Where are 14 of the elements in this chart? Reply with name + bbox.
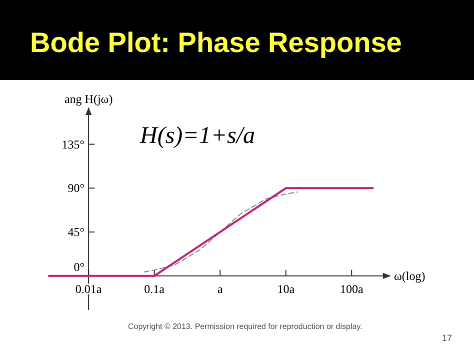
y-tick-label: 0° [74,260,85,274]
x-tick-label: a [217,282,224,296]
annotation: H(s)=1+s/a [139,123,256,149]
y-axis-title: ang H(jω) [64,92,113,106]
y-tick-label: 90° [68,181,85,196]
chart-title: Bode Plot: Phase Response [30,27,402,58]
y-tick-label: 45° [68,225,85,239]
text: 17 [442,333,452,343]
x-tick-label: 100a [340,282,364,296]
text: Copyright © 2013. Permission required for reproduction or display. [128,322,364,332]
x-tick-label: 0.1a [144,282,166,296]
y-tick-label: 135° [62,137,85,152]
x-tick-label: 10a [277,282,296,296]
x-axis-title: ω(log) [394,268,426,283]
